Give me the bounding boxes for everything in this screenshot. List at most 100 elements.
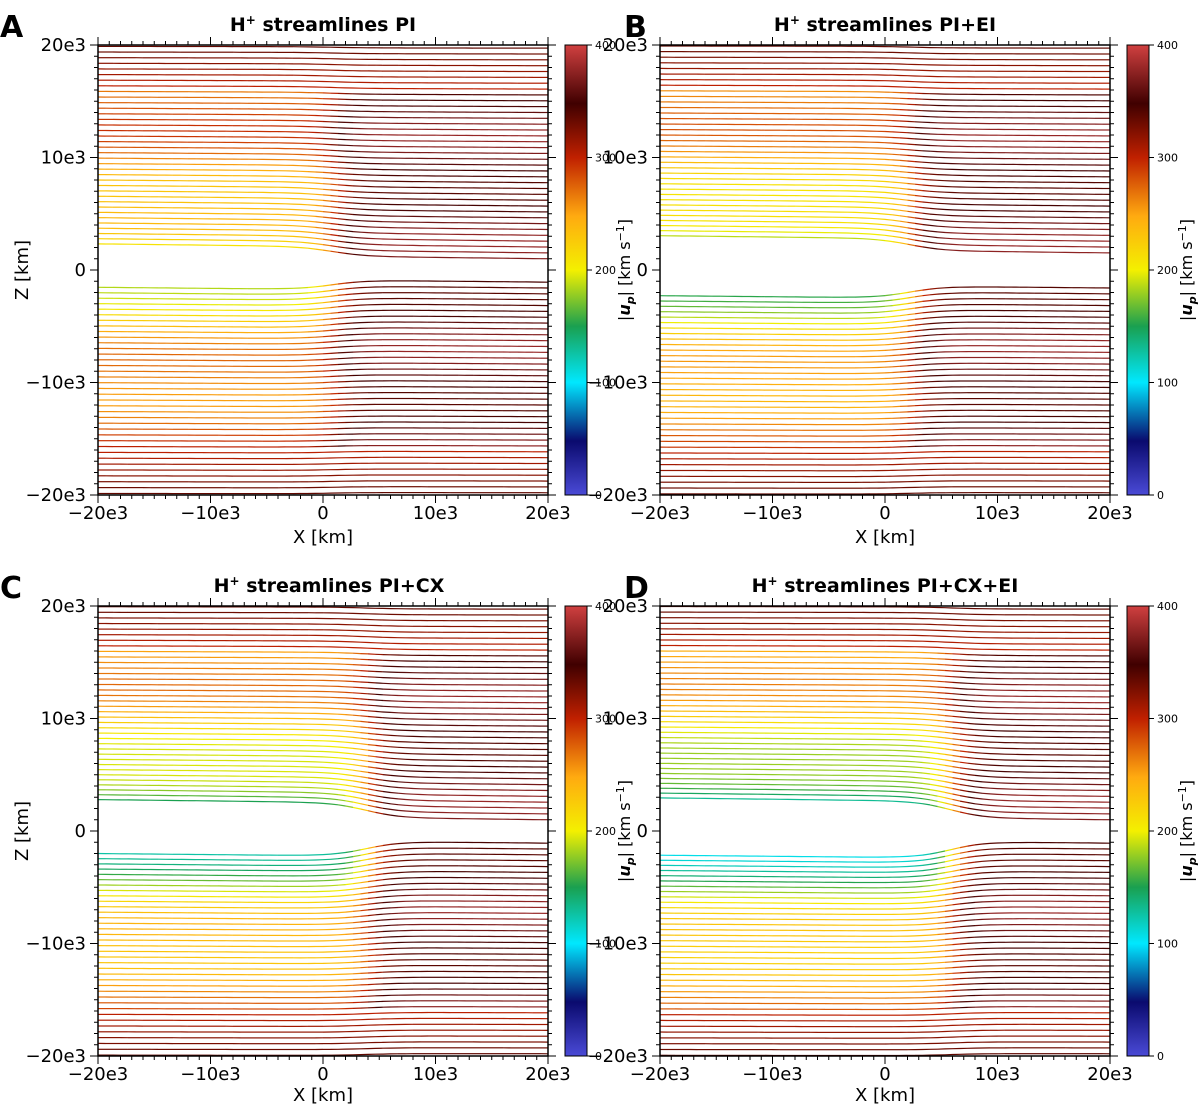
streamline-segment — [352, 231, 361, 233]
streamline-segment — [330, 294, 339, 297]
streamline-segment — [337, 206, 346, 209]
streamline-segment — [300, 230, 309, 233]
streamline-segment — [330, 166, 339, 169]
plot-area — [97, 45, 549, 495]
streamline-segment — [330, 335, 339, 337]
streamline-segment — [360, 243, 369, 245]
streamline-segment — [352, 208, 361, 210]
streamline-segment — [307, 297, 316, 299]
streamline-segment — [345, 235, 354, 238]
streamline-segment — [352, 248, 361, 250]
streamline-segment — [322, 284, 331, 287]
streamline-segment — [345, 230, 354, 233]
colorbar: 0 100 200 300 400 — [564, 39, 616, 502]
x-tick-label: −10e3 — [180, 503, 241, 524]
streamline-segment — [360, 225, 369, 228]
streamline-segment — [322, 312, 331, 315]
streamline-segment — [322, 227, 331, 230]
streamline-segment — [337, 317, 346, 319]
streamline-segment — [337, 240, 346, 243]
streamline-segment — [330, 346, 339, 349]
streamline-segment — [330, 172, 339, 175]
streamline-segment — [337, 172, 346, 175]
streamline-segment — [337, 305, 346, 308]
streamline-segment — [330, 228, 339, 231]
streamline-segment — [322, 233, 331, 236]
streamline-segment — [315, 199, 324, 201]
streamline-segment — [337, 246, 346, 249]
streamline-segment — [307, 319, 316, 322]
streamline-segment — [307, 198, 316, 201]
streamline-segment — [300, 241, 309, 244]
streamline-segment — [322, 341, 331, 343]
streamline-segment — [322, 358, 331, 361]
streamline-segment — [337, 311, 346, 314]
streamline-segment — [307, 314, 316, 316]
streamline-segment — [337, 288, 346, 291]
colorbar-tick-label: 300 — [595, 152, 616, 165]
streamline-segment — [337, 223, 346, 226]
y-tick-label: 20e3 — [41, 35, 86, 56]
streamline-segment — [337, 184, 346, 186]
streamline-segment — [345, 247, 354, 250]
colorbar-tick-label: 400 — [595, 39, 616, 52]
panel-label: A — [0, 10, 24, 45]
streamline-segment — [337, 201, 346, 204]
streamline-segment — [315, 210, 324, 213]
streamline-segment — [330, 155, 339, 157]
streamline-segment — [322, 329, 331, 332]
streamline-segment — [330, 289, 339, 292]
streamline-segment — [330, 352, 339, 354]
streamline-segment — [337, 328, 346, 331]
streamline-segment — [300, 292, 309, 294]
streamline-segment — [315, 160, 324, 162]
streamline-segment — [322, 295, 331, 298]
streamline-segment — [337, 294, 346, 296]
streamline-segment — [345, 322, 354, 325]
streamline-segment — [330, 340, 339, 343]
streamline-segment — [337, 218, 346, 221]
streamline-segment — [322, 205, 331, 208]
colorbar-tick-label: 0 — [595, 489, 602, 502]
streamline-segment — [337, 178, 346, 181]
streamline-segment — [307, 220, 316, 223]
streamline-segment — [307, 176, 316, 179]
streamline-segment — [315, 296, 324, 299]
streamline-segment — [315, 232, 324, 235]
streamline-segment — [337, 346, 346, 348]
panel-label: B — [624, 10, 647, 45]
streamline-segment — [300, 214, 309, 217]
streamline-segment — [322, 166, 331, 168]
streamline-segment — [315, 319, 324, 321]
streamline-segment — [322, 183, 331, 185]
streamline-segment — [360, 254, 369, 257]
streamline-segment — [345, 299, 354, 301]
streamline-segment — [315, 290, 324, 293]
streamline-segment — [330, 245, 339, 248]
streamline-segment — [345, 190, 354, 193]
streamline-segment — [330, 306, 339, 309]
streamline-segment — [315, 302, 324, 304]
streamline-segment — [300, 236, 309, 239]
streamline-segment — [315, 285, 324, 288]
streamline-segment — [315, 336, 324, 338]
streamline-segment — [337, 189, 346, 192]
y-tick-label: −10e3 — [25, 373, 86, 394]
streamline-segment — [345, 213, 354, 216]
streamline-segment — [322, 307, 331, 309]
streamline-segment — [330, 161, 339, 163]
streamline-segment — [307, 286, 316, 289]
streamline-segment — [315, 248, 324, 251]
streamline-segment — [300, 220, 309, 222]
streamline-segment — [315, 182, 324, 185]
streamline-segment — [307, 291, 316, 294]
streamline-segment — [345, 293, 354, 296]
streamline-segment — [345, 224, 354, 227]
streamline-segment — [345, 196, 354, 198]
streamline-segment — [307, 236, 316, 239]
streamline-segment — [322, 290, 331, 293]
streamline-segment — [330, 323, 339, 326]
streamline-segment — [315, 188, 324, 190]
streamline-segment — [330, 222, 339, 225]
